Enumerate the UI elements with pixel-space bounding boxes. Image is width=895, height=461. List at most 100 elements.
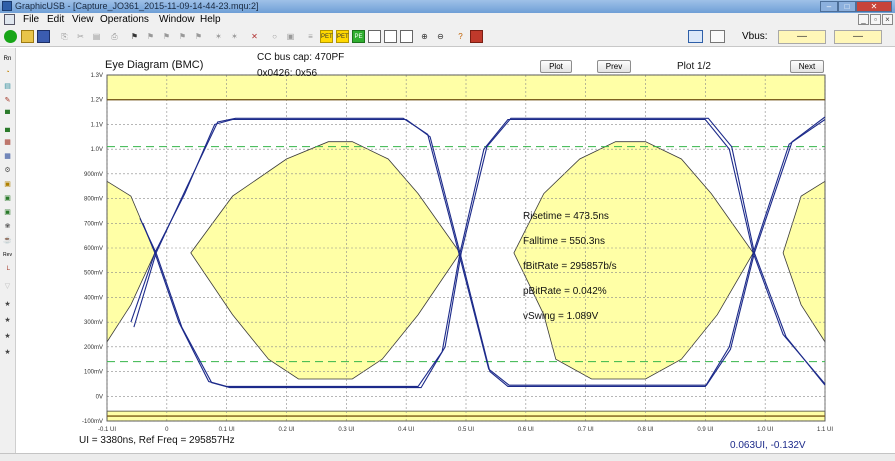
falltime-readout: Falltime = 550.3ns	[523, 236, 605, 247]
x-tick-label: 0.1 UI	[219, 427, 235, 433]
mdi-restore-button[interactable]: ▫	[870, 14, 881, 25]
maximize-button[interactable]: □	[838, 1, 856, 12]
x-tick-label: 0.8 UI	[637, 427, 653, 433]
menu-view[interactable]: View	[72, 14, 94, 25]
paste-icon[interactable]: ▤	[92, 32, 101, 41]
x-tick-label: 1.0 UI	[757, 427, 773, 433]
sprint-icon[interactable]: ★	[4, 349, 11, 356]
cut-icon[interactable]: ✂	[77, 32, 84, 41]
toolbar: ⎘ ✂ ▤ ⎙ ⚑ ⚑ ⚑ ⚑ ⚑ ✶ ✶ ✕ ○ ▣ ≡ PET PET PE…	[0, 27, 895, 47]
tool-palette: Rn ◔ ▤ ✎ ▀ ▄ ▦ ▦ ⚙ ▣ ▣ ▣ ❀ ☕ Rev └ ▽ ★ ★…	[0, 48, 16, 453]
jump-icon[interactable]: ★	[4, 333, 11, 340]
gear-icon[interactable]: ⚙	[4, 167, 11, 174]
bar-icon[interactable]: ▀	[5, 111, 10, 118]
copy-icon[interactable]: ⎘	[61, 32, 68, 41]
pet-b-icon[interactable]: PET	[336, 30, 349, 43]
cursor-b-icon[interactable]: ✶	[231, 32, 238, 41]
y-tick-label: 1.0V	[91, 147, 103, 153]
record-icon[interactable]: ▣	[286, 32, 295, 41]
x-tick-label: 0.6 UI	[518, 427, 534, 433]
find-all-icon[interactable]: ⚑	[178, 32, 187, 41]
find-icon[interactable]: ⚑	[130, 32, 139, 41]
pet-green-icon[interactable]: PE	[352, 30, 365, 43]
x-tick-label: 0.9 UI	[697, 427, 713, 433]
y-tick-label: 200mV	[84, 345, 103, 351]
prev-button[interactable]: Prev	[597, 60, 631, 73]
cursor-a-icon[interactable]: ✶	[215, 32, 222, 41]
palette-header: Rn	[3, 56, 12, 62]
ui-ref-freq-label: UI = 3380ns, Ref Freq = 295857Hz	[79, 435, 235, 446]
window-title: GraphicUSB - [Capture_JO361_2015-11-09-1…	[15, 1, 259, 11]
y-tick-label: 400mV	[84, 295, 103, 301]
frame-b-icon[interactable]	[384, 30, 397, 43]
close-button[interactable]: ✕	[856, 1, 892, 12]
plot-canvas[interactable]: 1.3V 1.2V 1.1V 1.0V 900mV 800mV 700mV 600mV 500m…	[17, 48, 895, 453]
y-tick-label: 800mV	[84, 197, 103, 203]
walk-icon[interactable]: ★	[4, 301, 11, 308]
exit-icon[interactable]	[470, 30, 483, 43]
layout-single-icon[interactable]	[710, 30, 725, 43]
y-tick-label: 1.1V	[91, 122, 103, 128]
trace-2	[142, 118, 826, 387]
menu-help[interactable]: Help	[200, 14, 221, 25]
bars-icon[interactable]: ▄	[5, 125, 10, 132]
x-tick-label: 1.1 UI	[817, 427, 833, 433]
fbitrate-readout: fBitRate = 295857b/s	[523, 261, 617, 272]
plot-button[interactable]: Plot	[540, 60, 572, 73]
rev-icon[interactable]: Rev	[3, 252, 12, 258]
frame-a-icon[interactable]	[368, 30, 381, 43]
tt-icon[interactable]: ▤	[4, 83, 11, 90]
funnel-icon[interactable]: ▽	[4, 283, 11, 290]
mdi-close-button[interactable]: ×	[882, 14, 893, 25]
grid-icon[interactable]: ▦	[4, 153, 11, 160]
find-next-icon[interactable]: ⚑	[146, 32, 155, 41]
menu-file[interactable]: File	[23, 14, 40, 25]
frame-c-icon[interactable]	[400, 30, 413, 43]
pt-icon[interactable]: ▣	[4, 209, 11, 216]
lamp-icon[interactable]: ❀	[4, 223, 11, 230]
mark-icon[interactable]: ⚑	[194, 32, 203, 41]
x-tick-label: -0.1 UI	[98, 427, 116, 433]
save-icon[interactable]	[37, 30, 50, 43]
open-icon[interactable]	[21, 30, 34, 43]
x-tick-label: 0.5 UI	[458, 427, 474, 433]
run-man-icon[interactable]: ★	[4, 317, 11, 324]
y-tick-label: 1.3V	[91, 73, 103, 79]
minimize-button[interactable]: –	[820, 1, 838, 12]
menu-edit[interactable]: Edit	[47, 14, 65, 25]
help-icon[interactable]: ?	[458, 32, 463, 41]
next-button[interactable]: Next	[790, 60, 824, 73]
y-tick-label: 500mV	[84, 271, 103, 277]
print-icon[interactable]: ⎙	[111, 32, 118, 41]
box-icon[interactable]: ▣	[4, 181, 11, 188]
y-tick-label: 100mV	[84, 370, 103, 376]
filter-icon[interactable]: ✕	[251, 32, 258, 41]
menu-window[interactable]: Window	[159, 14, 195, 25]
address-label: 0x0426: 0x56	[257, 68, 318, 79]
vswing-readout: vSwing = 1.089V	[523, 311, 599, 322]
mask-far-right-eye	[782, 180, 826, 344]
x-tick-label: 0.2 UI	[278, 427, 294, 433]
x-tick-label: 0.3 UI	[338, 427, 354, 433]
cup-icon[interactable]: ☕	[3, 237, 12, 244]
stop-icon[interactable]: ○	[272, 32, 277, 41]
chart-icon[interactable]: └	[5, 267, 10, 274]
menu-operations[interactable]: Operations	[100, 14, 149, 25]
y-tick-label: 1.2V	[91, 98, 103, 104]
find-prev-icon[interactable]: ⚑	[162, 32, 171, 41]
probe-icon[interactable]: ✎	[4, 97, 11, 104]
clock-icon[interactable]: ◔	[5, 69, 10, 76]
layout-split-icon[interactable]	[688, 30, 703, 43]
run-icon[interactable]	[4, 30, 17, 43]
pattern-icon[interactable]: ▦	[4, 139, 11, 146]
y-tick-label: -100mV	[82, 419, 103, 425]
pet-icon[interactable]: PET	[320, 30, 333, 43]
vbus-field-2: —	[834, 30, 882, 44]
y-tick-label: 300mV	[84, 320, 103, 326]
list-icon[interactable]: ≡	[308, 32, 313, 41]
zoom-in-icon[interactable]: ⊕	[421, 32, 428, 41]
pe-icon[interactable]: ▣	[4, 195, 11, 202]
mdi-minimize-button[interactable]: _	[858, 14, 869, 25]
document-icon[interactable]	[4, 14, 15, 25]
zoom-out-icon[interactable]: ⊖	[437, 32, 444, 41]
